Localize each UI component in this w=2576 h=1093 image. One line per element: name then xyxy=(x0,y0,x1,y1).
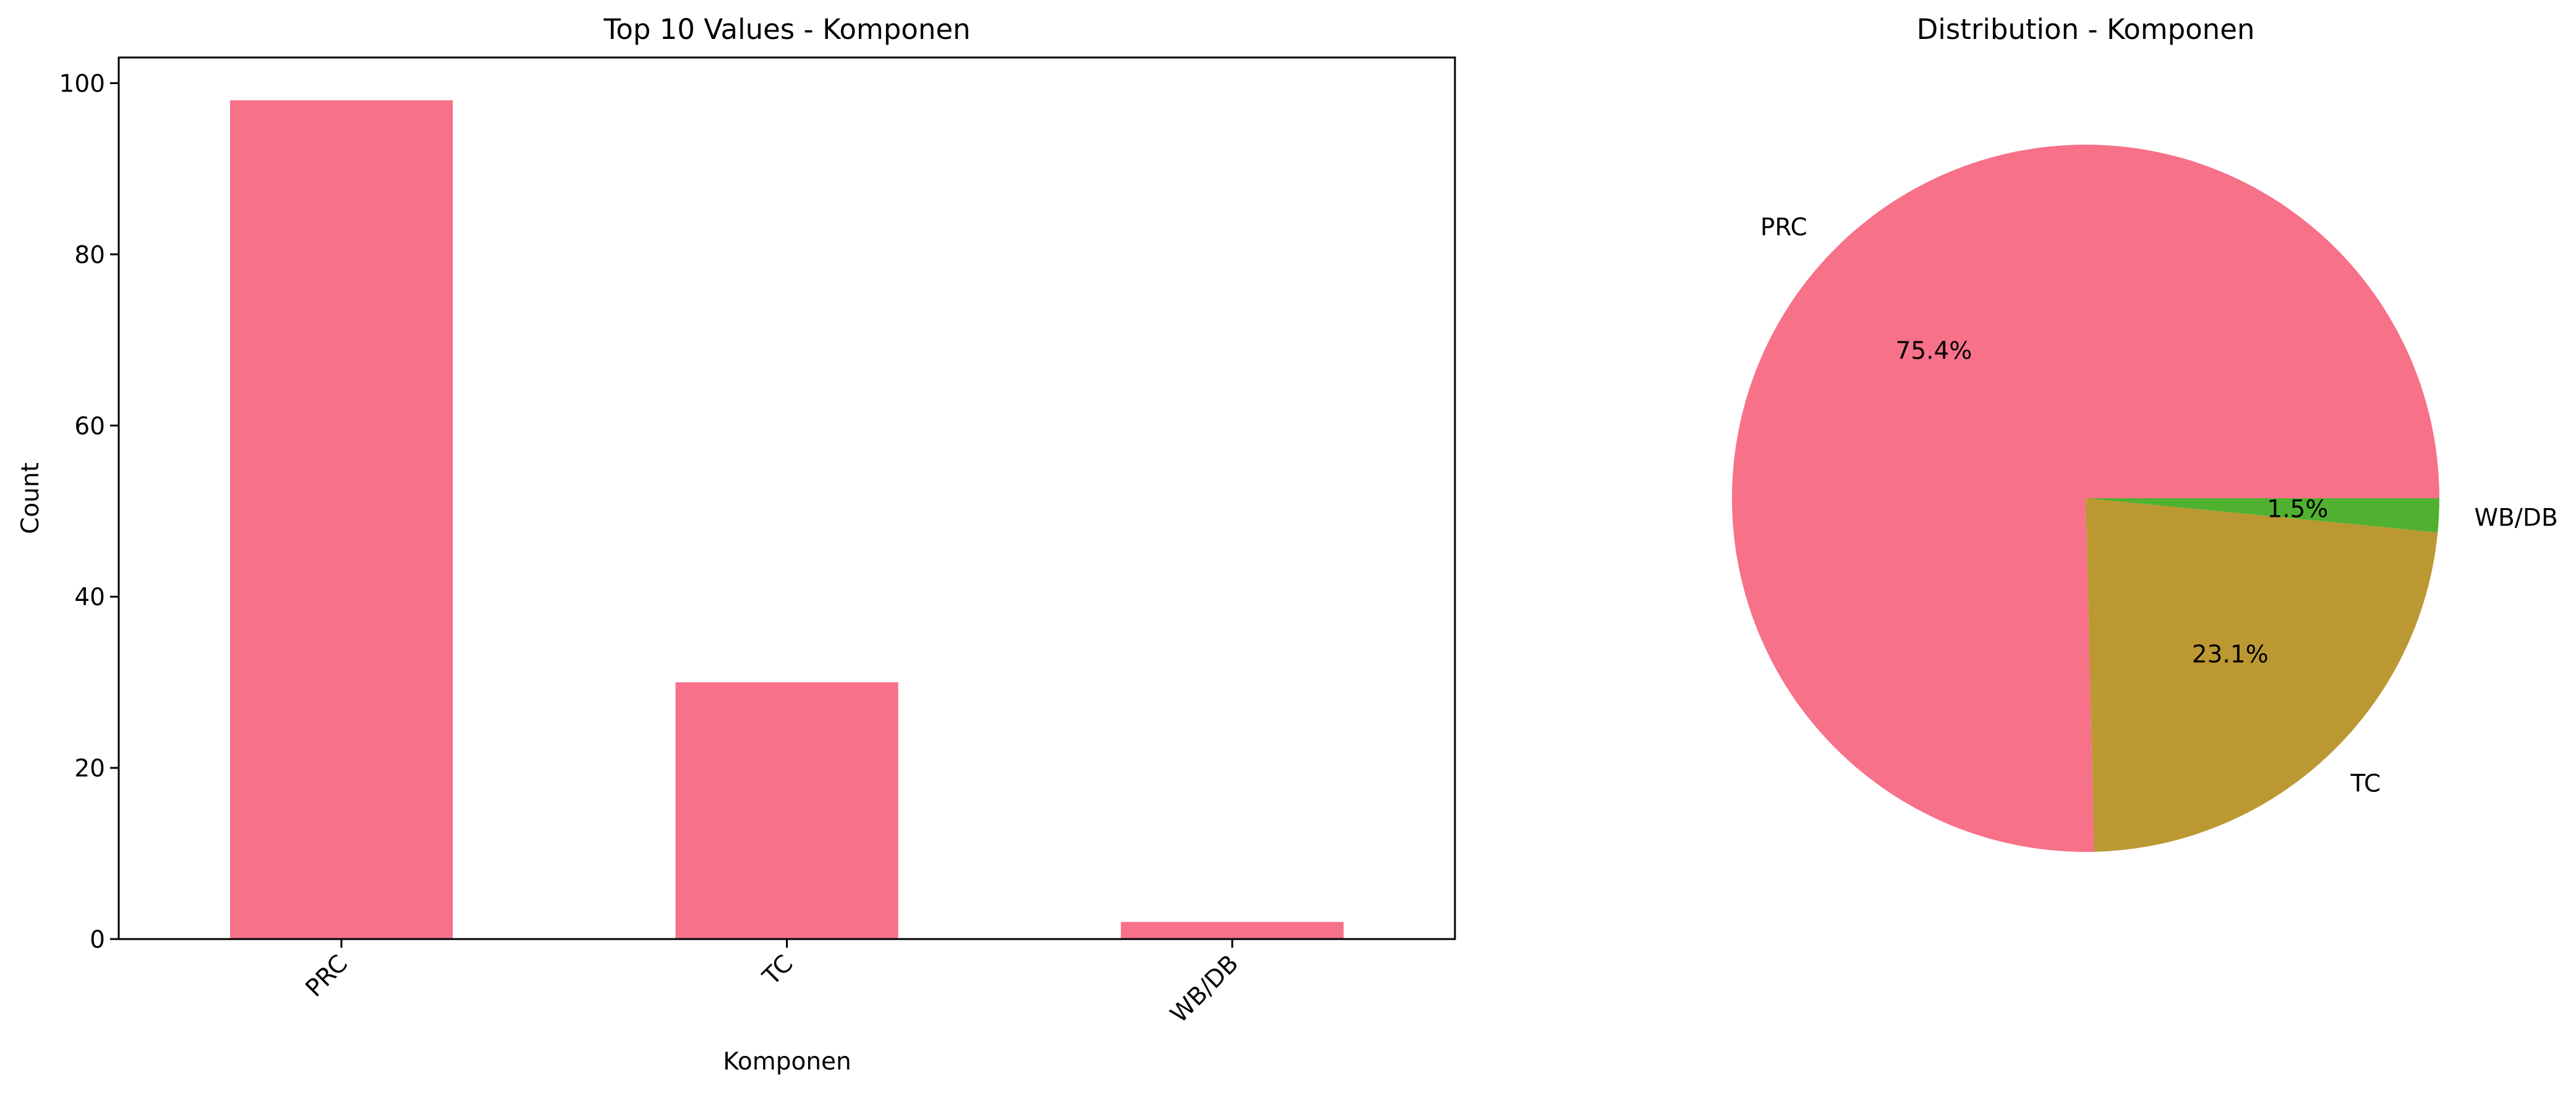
bar-marks xyxy=(230,100,1344,940)
bar-y-tick-label: 0 xyxy=(90,926,105,954)
pie-percent-prc: 75.4% xyxy=(1895,337,1972,365)
pie-label-prc: PRC xyxy=(1760,213,1807,241)
pie-percent-tc: 23.1% xyxy=(2192,640,2269,668)
bar-plot-frame xyxy=(117,56,1456,940)
bar-y-tick-label: 40 xyxy=(74,584,105,611)
pie-wedge-wb-db xyxy=(2086,498,2439,533)
bar-y-tick-label: 100 xyxy=(59,70,105,98)
pie-label-tc: TC xyxy=(2350,770,2381,798)
pie-chart: Distribution - Komponen PRC 75.4% TC 23.1% W… xyxy=(1731,13,2558,852)
pie-chart-title: Distribution - Komponen xyxy=(1917,13,2255,46)
pie-labels: PRC 75.4% TC 23.1% WB/DB 1.5% xyxy=(1760,213,2558,797)
bar-y-axis-ticks: 0 20 40 60 80 100 xyxy=(59,70,119,954)
bar-tc xyxy=(675,682,898,939)
pie-percent-wb-db: 1.5% xyxy=(2267,496,2328,524)
pie-wedge-tc xyxy=(2086,498,2438,852)
bar-y-tick-label: 60 xyxy=(74,412,105,440)
bar-y-axis-label: Count xyxy=(17,462,45,534)
bar-chart-title: Top 10 Values - Komponen xyxy=(603,13,970,46)
bar-y-tick-label: 80 xyxy=(74,241,105,269)
pie-label-wb-db: WB/DB xyxy=(2474,504,2557,532)
bar-prc xyxy=(230,100,453,940)
bar-x-axis-label: Komponen xyxy=(723,1048,851,1076)
pie-wedges xyxy=(1731,144,2439,852)
bar-y-tick-label: 20 xyxy=(74,755,105,783)
bar-wb-db xyxy=(1120,922,1344,939)
